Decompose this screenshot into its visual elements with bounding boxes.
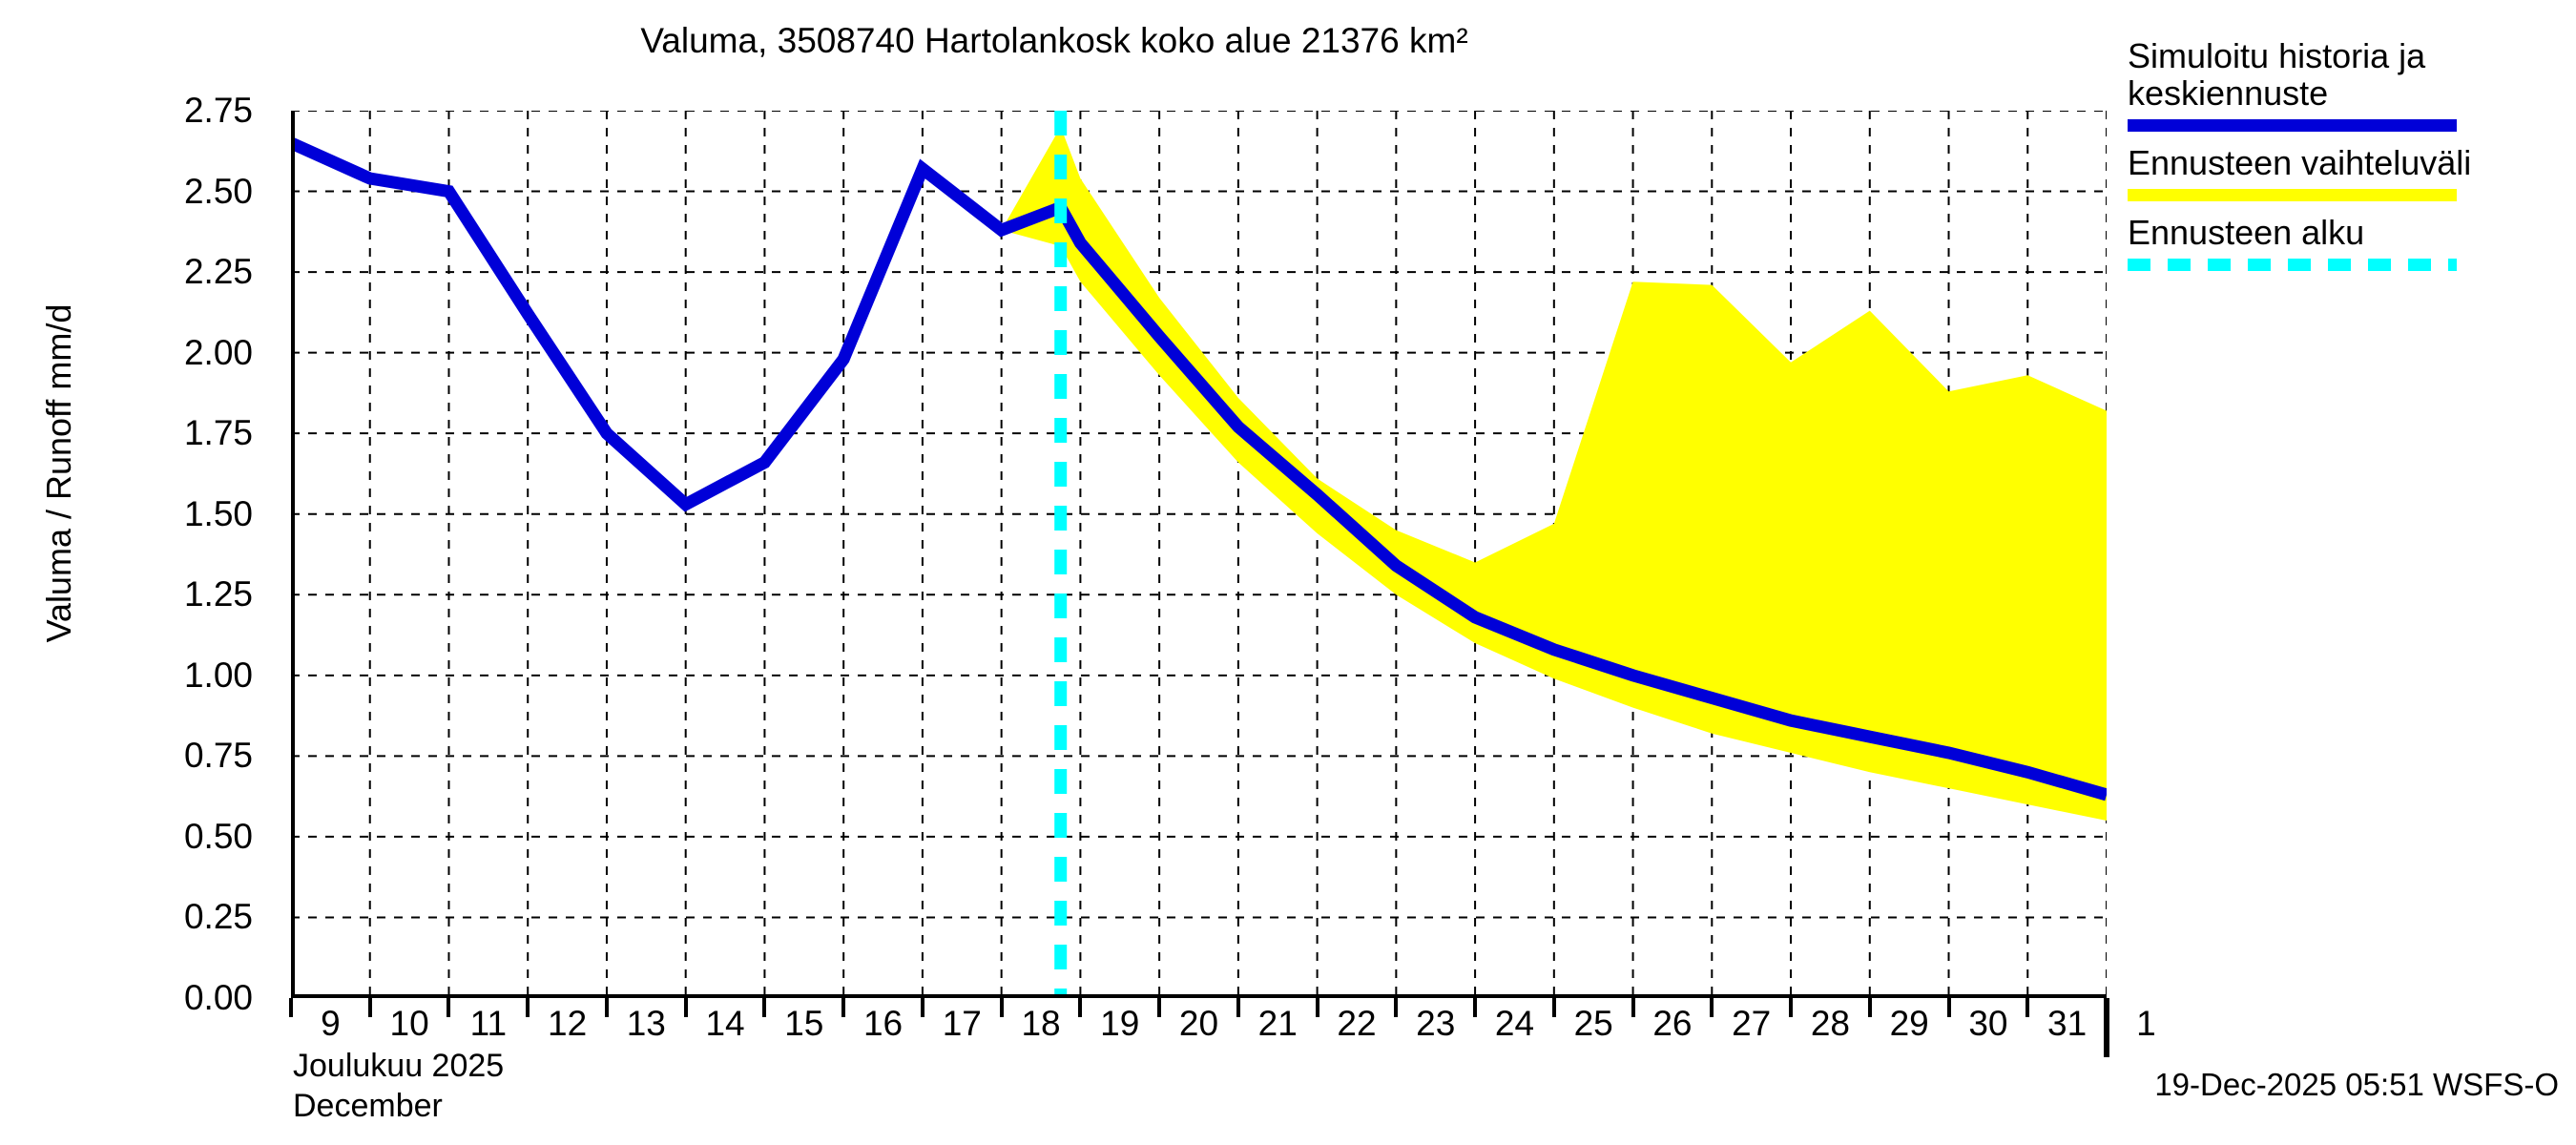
x-tick-label: 10 (389, 1004, 429, 1043)
legend-forecast-start[interactable]: Ennusteen alku (2128, 212, 2566, 271)
y-tick-label: 0.00 (183, 978, 253, 1017)
x-tick-label: 26 (1652, 1004, 1693, 1043)
forecast-range-band (1001, 126, 2107, 822)
x-axis-month-en: December (293, 1088, 443, 1124)
legend-swatch-dashed-cyan (2128, 258, 2457, 271)
x-tick-label: 28 (1810, 1004, 1850, 1043)
y-tick-label: 1.25 (183, 574, 253, 614)
x-tick-label: 19 (1100, 1004, 1140, 1043)
x-tick-label: 23 (1416, 1004, 1456, 1043)
chart-title: Valuma, 3508740 Hartolankosk koko alue 2… (640, 21, 1468, 60)
x-tick-label: 31 (2047, 1004, 2088, 1043)
x-tick-label: 11 (469, 1004, 508, 1043)
x-axis-month-fi: Joulukuu 2025 (293, 1048, 505, 1084)
legend-swatch-solid-yellow (2128, 188, 2457, 201)
y-tick-label: 2.25 (183, 252, 253, 292)
x-tick-label: 12 (548, 1004, 588, 1043)
y-tick-label: 0.50 (183, 816, 253, 856)
x-tick-label: 16 (862, 1004, 904, 1043)
legend-label: Ennusteen alku (2128, 212, 2365, 252)
legend-forecast-range[interactable]: Ennusteen vaihteluväli (2128, 142, 2566, 201)
legend-simulated-history[interactable]: Simuloitu historia ja keskiennuste (2128, 36, 2566, 132)
x-tick-label: 9 (321, 1004, 341, 1043)
simulated-history-line (291, 136, 2107, 802)
chart-legend: Simuloitu historia ja keskiennuste Ennust… (2128, 36, 2566, 284)
x-tick-label: 17 (942, 1004, 982, 1043)
legend-swatch-solid-blue (2128, 118, 2457, 132)
y-tick-label: 2.50 (183, 171, 253, 211)
y-tick-label: 1.75 (183, 413, 253, 453)
x-tick-label: 14 (705, 1004, 745, 1043)
x-tick-label: 13 (626, 1004, 666, 1043)
y-tick-label: 2.00 (183, 332, 253, 372)
plot-svg (291, 111, 2107, 998)
x-tick-label: 20 (1178, 1004, 1219, 1043)
x-tick-label: 29 (1889, 1004, 1929, 1043)
legend-label: Simuloitu historia ja keskiennuste (2128, 36, 2426, 113)
y-tick-label: 0.25 (183, 897, 253, 937)
y-axis-tick-labels: 0.00 0.25 0.50 0.75 1.00 1.25 1.50 1.75 2.00 2.25… (81, 0, 253, 1145)
generation-timestamp: 19-Dec-2025 05:51 WSFS-O (2154, 1067, 2559, 1102)
x-tick-label: 22 (1337, 1004, 1377, 1043)
plot-area (291, 111, 2107, 998)
y-tick-label: 1.00 (183, 655, 253, 695)
x-tick-label: 18 (1021, 1004, 1061, 1043)
x-tick-label: 30 (1968, 1004, 2008, 1043)
x-tick-label: 21 (1257, 1004, 1298, 1043)
y-axis-label: Valuma / Runoff mm/d (39, 303, 78, 643)
y-tick-label: 1.50 (183, 493, 253, 533)
x-tick-label: 27 (1732, 1004, 1772, 1043)
x-tick-label: 15 (784, 1004, 824, 1043)
x-tick-label: 25 (1573, 1004, 1613, 1043)
y-tick-label: 2.75 (183, 91, 253, 130)
x-tick-label: 24 (1494, 1004, 1535, 1043)
x-tick-label: 1 (2136, 1004, 2156, 1043)
legend-label: Ennusteen vaihteluväli (2128, 142, 2472, 182)
y-tick-label: 0.75 (183, 736, 253, 776)
